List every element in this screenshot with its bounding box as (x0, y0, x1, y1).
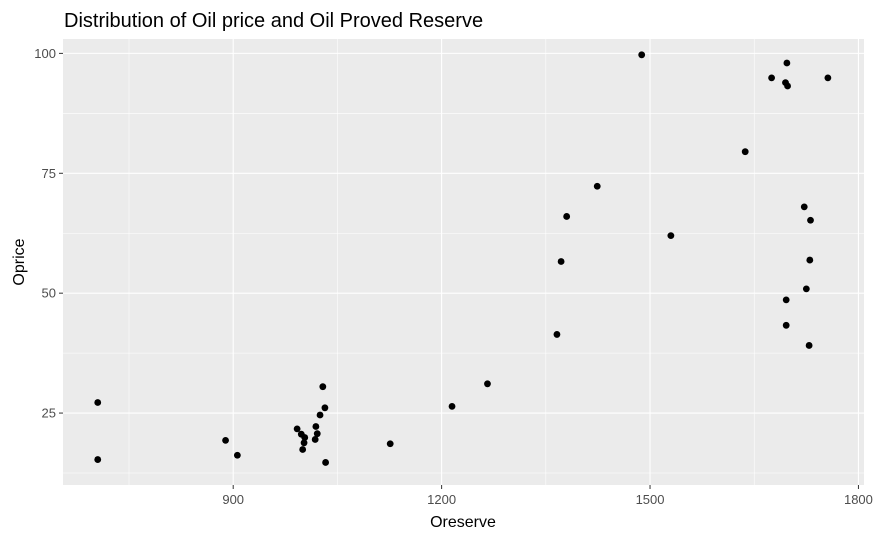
data-point (299, 446, 307, 453)
data-point (741, 148, 749, 156)
data-point (311, 436, 319, 443)
data-point (806, 256, 814, 264)
data-point (386, 440, 394, 448)
x-tick-label: 900 (222, 492, 244, 507)
x-axis-ticks: 900 1200 1500 1800 (222, 485, 873, 507)
data-points (94, 51, 832, 466)
data-point (448, 402, 456, 410)
data-point (313, 430, 321, 438)
data-point (293, 425, 301, 433)
y-tick-label: 25 (42, 406, 56, 421)
data-point (319, 383, 327, 391)
data-point (784, 82, 791, 90)
data-point (593, 182, 601, 190)
minor-gridlines (63, 39, 864, 485)
y-tick-label: 50 (42, 286, 56, 301)
y-axis-ticks: 25 50 75 100 (34, 46, 63, 421)
data-point (782, 296, 790, 304)
data-point (800, 203, 808, 211)
y-tick-label: 100 (34, 46, 56, 61)
data-point (222, 437, 229, 444)
data-point (824, 74, 832, 82)
data-point (484, 380, 491, 388)
data-point (312, 423, 320, 430)
data-point (557, 258, 565, 265)
data-point (233, 451, 241, 459)
data-point (807, 216, 814, 224)
data-point (316, 411, 324, 419)
data-point (563, 213, 571, 220)
data-point (805, 342, 813, 349)
plot-panel (63, 39, 864, 485)
data-point (94, 456, 102, 463)
chart-title: Distribution of Oil price and Oil Proved… (64, 10, 483, 32)
data-point (94, 399, 102, 406)
x-tick-label: 1500 (636, 492, 665, 507)
data-point (768, 74, 776, 82)
data-point (783, 59, 791, 67)
data-point (321, 404, 329, 412)
x-tick-label: 1800 (844, 492, 873, 507)
data-point (553, 331, 561, 338)
data-point (300, 439, 308, 447)
x-tick-label: 1200 (427, 492, 456, 507)
data-point (802, 285, 810, 293)
data-point (322, 459, 330, 466)
data-point (638, 51, 646, 59)
data-point (301, 434, 309, 441)
data-point (782, 321, 790, 329)
major-gridlines (63, 39, 864, 485)
y-tick-label: 75 (42, 166, 56, 181)
x-axis-title: Oreserve (430, 514, 496, 531)
y-axis-title: Oprice (11, 238, 28, 285)
data-point (667, 232, 675, 240)
